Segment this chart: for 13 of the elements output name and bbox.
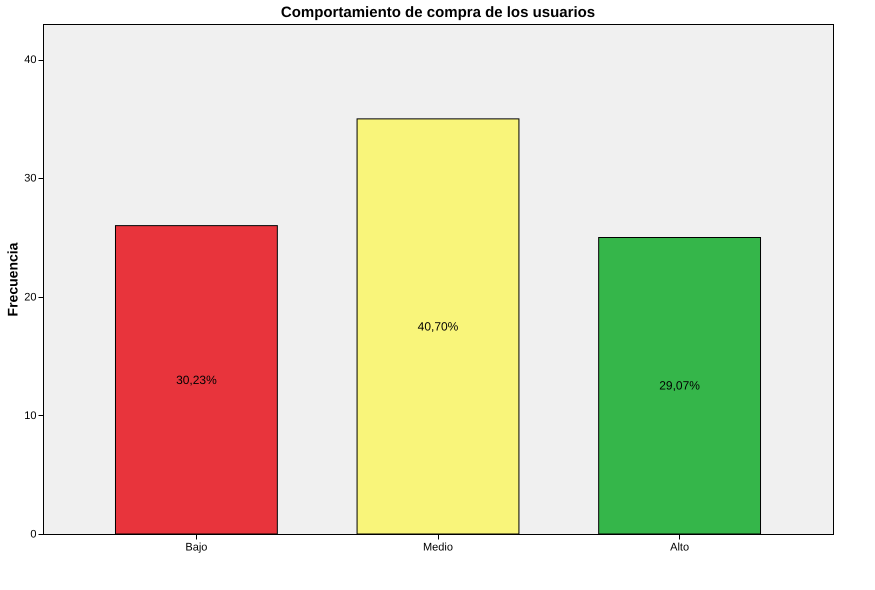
y-axis-title: Frecuencia [4, 242, 20, 316]
annotation: 40,70% [418, 319, 459, 334]
x-tick-label: Bajo [185, 542, 208, 554]
annotation: 30,23% [176, 372, 218, 387]
chart-title: Comportamiento de compra de los usuarios [280, 4, 596, 21]
annotation: 29,07% [659, 378, 700, 393]
y-tick-label: 40 [24, 54, 36, 66]
x-tick-label: Medio [423, 542, 453, 554]
y-tick-label: 20 [24, 291, 36, 304]
y-tick-label: 30 [24, 172, 36, 185]
x-tick-label: Alto [670, 542, 690, 554]
y-tick-label: 0 [30, 528, 36, 540]
y-tick-label: 10 [24, 410, 36, 422]
